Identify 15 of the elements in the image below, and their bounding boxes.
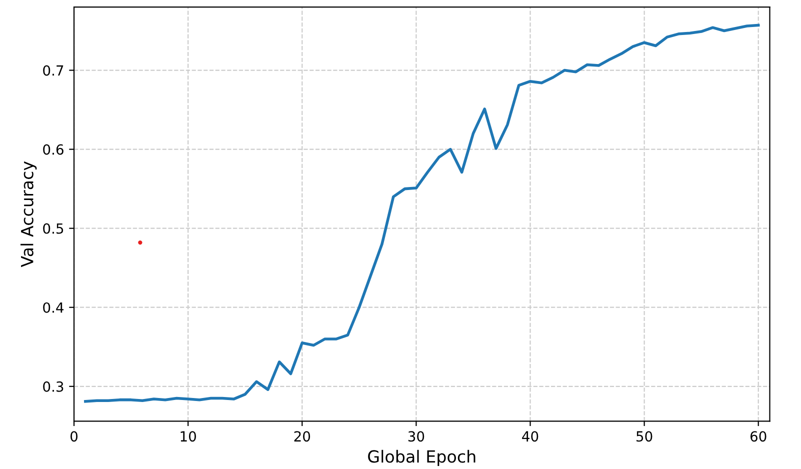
x-axis-title: Global Epoch <box>368 450 476 466</box>
x-tick-label: 20 <box>294 431 310 442</box>
x-tick-label: 10 <box>180 431 196 442</box>
x-tick-label: 40 <box>522 431 538 442</box>
y-tick-label: 0.5 <box>43 223 64 234</box>
line-series <box>84 24 760 403</box>
x-tick-label: 30 <box>408 431 424 442</box>
x-tick-label: 50 <box>636 431 652 442</box>
y-tick-label: 0.4 <box>43 302 64 313</box>
y-axis-title: Val Accuracy <box>20 161 37 268</box>
x-tick-label: 60 <box>750 431 766 442</box>
x-tick-label: 0 <box>70 431 78 442</box>
y-tick-label: 0.7 <box>43 65 64 76</box>
y-tick-label: 0.3 <box>43 381 64 392</box>
y-tick-label: 0.6 <box>43 144 64 155</box>
